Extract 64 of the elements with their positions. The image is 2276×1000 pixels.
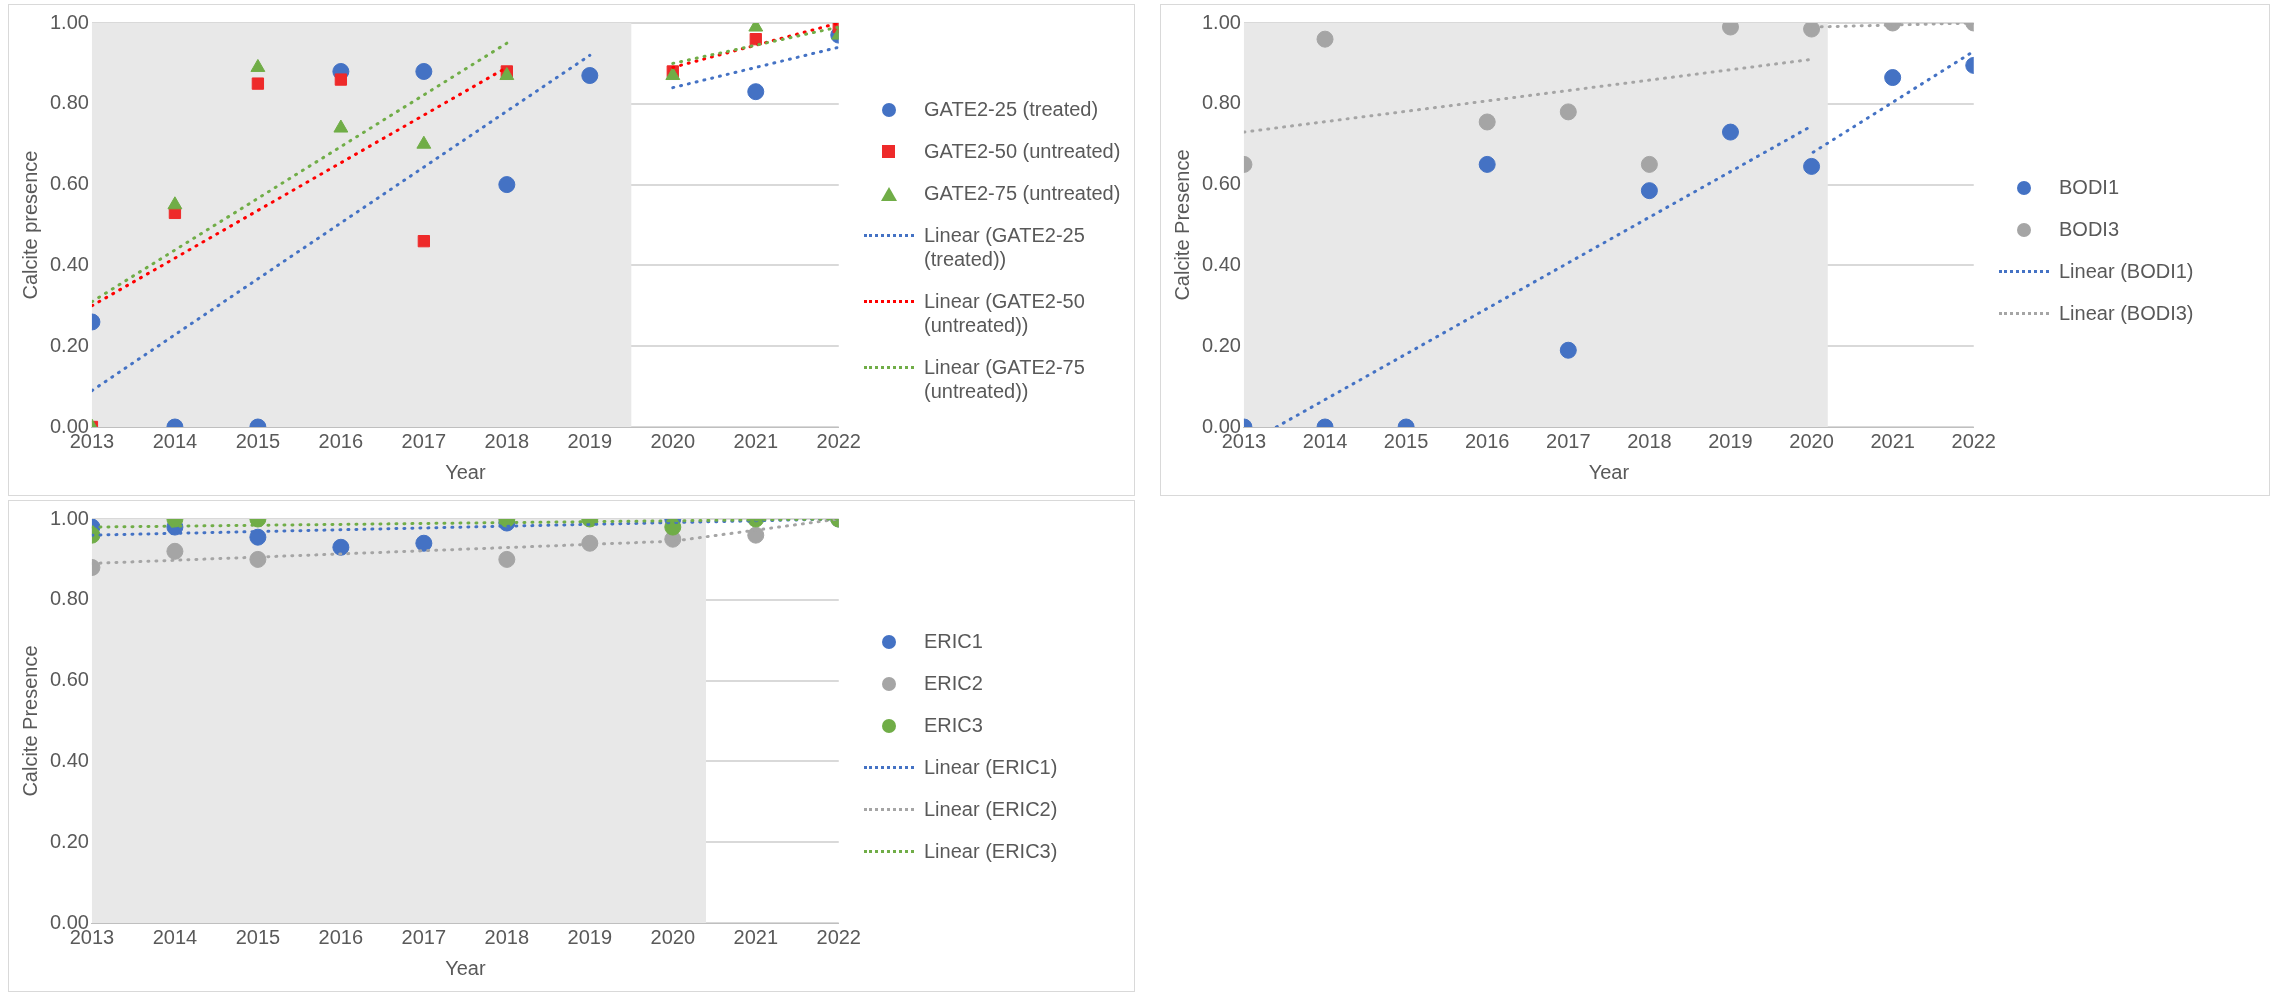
y-tick-label: 0.80 — [49, 91, 89, 114]
y-tick-label: 1.00 — [49, 506, 89, 529]
x-tick-label: 2021 — [733, 925, 779, 948]
x-tick-label: 2015 — [235, 925, 281, 948]
x-tick-label: 2014 — [152, 925, 198, 948]
x-tick-label: 2017 — [401, 925, 447, 948]
x-tick-label: 2014 — [1302, 429, 1348, 452]
y-tick-label: 0.60 — [1201, 172, 1241, 195]
y-tick-label: 0.80 — [49, 587, 89, 610]
y-tick-label: 0.40 — [1201, 252, 1241, 275]
legend-label: Linear (GATE2-50 (untreated)) — [924, 289, 1086, 337]
y-tick-label: 1.00 — [49, 10, 89, 33]
legend-label: ERIC2 — [924, 671, 983, 695]
legend-label: Linear (GATE2-75 (untreated)) — [924, 355, 1086, 403]
x-tick-label: 2022 — [1951, 429, 1996, 452]
legend-label: GATE2-50 (untreated) — [924, 139, 1121, 163]
x-tick-label: 2018 — [1627, 429, 1672, 452]
y-tick-label: 0.80 — [1201, 91, 1241, 114]
x-tick-label: 2022 — [816, 925, 861, 948]
x-tick-label: 2020 — [650, 429, 696, 452]
legend-label: Linear (BODI3) — [2059, 301, 2194, 325]
x-tick-label: 2020 — [650, 925, 696, 948]
x-tick-label: 2019 — [567, 429, 613, 452]
y-axis-title: Calcite Presence — [1170, 149, 1193, 301]
legend-label: ERIC1 — [924, 629, 983, 653]
x-tick-label: 2016 — [318, 925, 364, 948]
y-axis-title: Calcite presence — [18, 150, 41, 300]
x-tick-label: 2022 — [816, 429, 861, 452]
x-tick-label: 2018 — [484, 925, 530, 948]
y-axis-title: Calcite Presence — [18, 645, 41, 797]
y-tick-label: 0.20 — [49, 829, 89, 852]
legend-label: Linear (ERIC3) — [924, 839, 1058, 863]
legend-label: Linear (ERIC2) — [924, 797, 1058, 821]
x-tick-label: 2021 — [1870, 429, 1915, 452]
x-tick-label: 2019 — [1708, 429, 1753, 452]
legend-label: Linear (BODI1) — [2059, 259, 2194, 283]
legend-label: GATE2-75 (untreated) — [924, 181, 1121, 205]
y-tick-label: 0.40 — [49, 252, 89, 275]
y-tick-label: 0.20 — [49, 333, 89, 356]
x-tick-label: 2016 — [1464, 429, 1510, 452]
legend-label: Linear (ERIC1) — [924, 755, 1058, 779]
x-axis-title: Year — [1588, 460, 1630, 483]
y-tick-label: 0.20 — [1201, 333, 1241, 356]
x-tick-label: 2015 — [235, 429, 281, 452]
legend-label: Linear (GATE2-25 (treated)) — [924, 223, 1086, 271]
y-tick-label: 0.40 — [49, 748, 89, 771]
x-tick-label: 2018 — [484, 429, 530, 452]
legend-label: GATE2-25 (treated) — [924, 97, 1099, 121]
legend-label: BODI3 — [2059, 217, 2120, 241]
x-axis-title: Year — [445, 956, 486, 979]
legend-label: ERIC3 — [924, 713, 983, 737]
x-tick-label: 2015 — [1383, 429, 1429, 452]
x-tick-label: 2020 — [1789, 429, 1834, 452]
x-tick-label: 2019 — [567, 925, 613, 948]
x-axis-title: Year — [445, 460, 486, 483]
y-tick-label: 1.00 — [1201, 10, 1241, 33]
x-tick-label: 2021 — [733, 429, 779, 452]
y-tick-label: 0.60 — [49, 172, 89, 195]
x-tick-label: 2014 — [152, 429, 198, 452]
x-tick-label: 2017 — [1546, 429, 1591, 452]
x-tick-label: 2017 — [401, 429, 447, 452]
y-tick-label: 0.60 — [49, 668, 89, 691]
legend-label: BODI1 — [2059, 175, 2120, 199]
x-tick-label: 2016 — [318, 429, 364, 452]
